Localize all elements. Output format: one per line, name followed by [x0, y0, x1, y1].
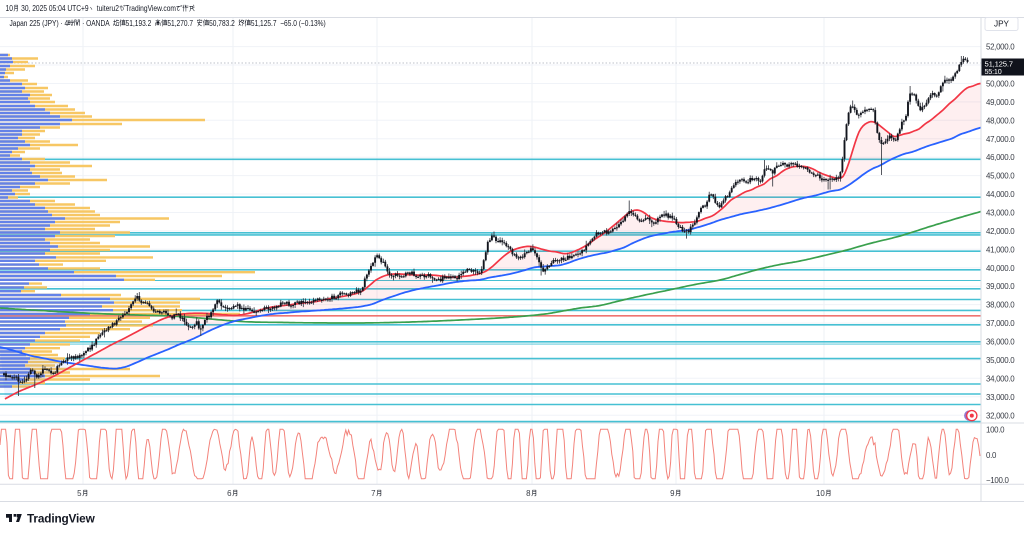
svg-text:5: 5	[77, 489, 82, 498]
svg-text:8: 8	[526, 489, 531, 498]
svg-text:JPY: JPY	[994, 20, 1010, 29]
svg-text:6: 6	[227, 489, 232, 498]
svg-text:40,000.0: 40,000.0	[986, 264, 1015, 273]
svg-text:10: 10	[6, 3, 13, 13]
svg-text:48,000.0: 48,000.0	[986, 116, 1015, 125]
svg-text:37,000.0: 37,000.0	[986, 319, 1015, 328]
svg-text:32,000.0: 32,000.0	[986, 411, 1015, 420]
svg-text:47,000.0: 47,000.0	[986, 135, 1015, 144]
svg-text:41,000.0: 41,000.0	[986, 245, 1015, 254]
svg-text:44,000.0: 44,000.0	[986, 190, 1015, 199]
svg-text:30, 2025 05:04 UTC+9: 30, 2025 05:04 UTC+9	[19, 3, 88, 13]
svg-text:100.0: 100.0	[986, 426, 1005, 435]
svg-text:0.0: 0.0	[986, 451, 997, 460]
svg-text:45,000.0: 45,000.0	[986, 172, 1015, 181]
svg-text:· OANDA: · OANDA	[80, 18, 113, 28]
svg-text:TradingView.com: TradingView.com	[125, 3, 176, 13]
svg-text:10: 10	[816, 489, 825, 498]
svg-text:51,270.7: 51,270.7	[167, 18, 196, 28]
svg-text:38,000.0: 38,000.0	[986, 301, 1015, 310]
svg-text:Japan 225 (JPY) · 4: Japan 225 (JPY) · 4	[10, 18, 69, 28]
svg-text:43,000.0: 43,000.0	[986, 209, 1015, 218]
svg-text:51,125.7 −65.0 (−0.13%): 51,125.7 −65.0 (−0.13%)	[251, 18, 326, 28]
svg-text:49,000.0: 49,000.0	[986, 98, 1015, 107]
svg-text:46,000.0: 46,000.0	[986, 153, 1015, 162]
svg-text:51,125.7: 51,125.7	[985, 59, 1013, 68]
svg-text:34,000.0: 34,000.0	[986, 374, 1015, 383]
svg-text:−100.0: −100.0	[986, 476, 1009, 485]
svg-text:9: 9	[670, 489, 675, 498]
svg-text:50,783.2: 50,783.2	[209, 18, 238, 28]
svg-text:TradingView: TradingView	[27, 511, 96, 525]
svg-text:42,000.0: 42,000.0	[986, 227, 1015, 236]
svg-text:tuiteru2: tuiteru2	[95, 3, 119, 13]
svg-text:52,000.0: 52,000.0	[986, 43, 1015, 52]
svg-text:36,000.0: 36,000.0	[986, 338, 1015, 347]
svg-text:51,193.2: 51,193.2	[126, 18, 155, 28]
svg-text:50,000.0: 50,000.0	[986, 80, 1015, 89]
svg-text:39,000.0: 39,000.0	[986, 282, 1015, 291]
svg-text:7: 7	[371, 489, 375, 498]
svg-text:35,000.0: 35,000.0	[986, 356, 1015, 365]
svg-text:33,000.0: 33,000.0	[986, 393, 1015, 402]
svg-text:55:10: 55:10	[985, 67, 1002, 76]
